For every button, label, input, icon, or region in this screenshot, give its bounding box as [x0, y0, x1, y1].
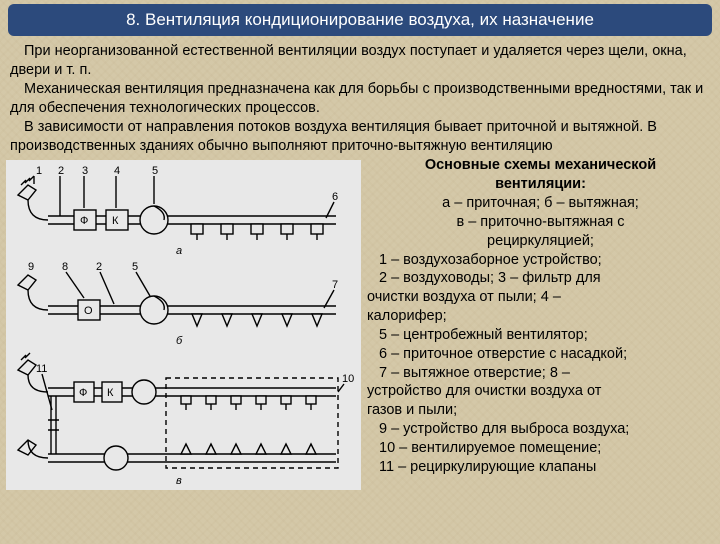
paragraph-2: Механическая вентиляция предназначена ка… — [10, 80, 710, 117]
svg-text:9: 9 — [28, 261, 34, 273]
svg-text:Ф: Ф — [80, 215, 88, 227]
svg-text:10: 10 — [342, 373, 354, 385]
legend-title-1: Основные схемы механической — [367, 156, 714, 175]
diagram-column: 1 2 Ф 3 К 4 — [6, 156, 361, 490]
svg-text:2: 2 — [58, 165, 64, 177]
legend-item-2: 2 – воздуховоды; 3 – фильтр для — [367, 269, 714, 288]
lower-section: 1 2 Ф 3 К 4 — [0, 156, 720, 490]
legend-item-11: 10 – вентилируемое помещение; — [367, 439, 714, 458]
legend-item-4: калорифер; — [367, 307, 714, 326]
legend-item-7: 7 – вытяжное отверстие; 8 – — [367, 364, 714, 383]
svg-text:Ф: Ф — [79, 387, 87, 399]
legend-title-2: вентиляции: — [367, 175, 714, 194]
legend-line-1: а – приточная; б – вытяжная; — [367, 194, 714, 213]
svg-text:11: 11 — [36, 363, 47, 375]
svg-text:а: а — [176, 245, 182, 257]
legend-item-5: 5 – центробежный вентилятор; — [367, 326, 714, 345]
paragraph-3: В зависимости от направления потоков воз… — [10, 118, 710, 155]
svg-text:2: 2 — [96, 261, 102, 273]
body-text: При неорганизованной естественной вентил… — [0, 36, 720, 155]
legend-item-3: очистки воздуха от пыли; 4 – — [367, 288, 714, 307]
legend-item-1: 1 – воздухозаборное устройство; — [367, 251, 714, 270]
legend-item-8: устройство для очистки воздуха от — [367, 382, 714, 401]
svg-text:6: 6 — [332, 191, 338, 203]
svg-text:в: в — [176, 475, 182, 487]
legend-item-10: 9 – устройство для выброса воздуха; — [367, 420, 714, 439]
svg-text:К: К — [107, 387, 114, 399]
legend-item-12: 11 – рециркулирующие клапаны — [367, 458, 714, 477]
legend-item-9: газов и пыли; — [367, 401, 714, 420]
svg-text:О: О — [84, 305, 93, 317]
svg-text:4: 4 — [114, 165, 120, 177]
paragraph-1: При неорганизованной естественной вентил… — [10, 42, 710, 79]
svg-text:1: 1 — [36, 165, 42, 177]
legend-line-3: рециркуляцией; — [367, 232, 714, 251]
svg-text:5: 5 — [152, 165, 158, 177]
ventilation-diagram: 1 2 Ф 3 К 4 — [6, 160, 361, 490]
svg-text:8: 8 — [62, 261, 68, 273]
legend-item-6: 6 – приточное отверстие с насадкой; — [367, 345, 714, 364]
slide-header: 8. Вентиляция кондиционирование воздуха,… — [8, 4, 712, 36]
header-title: 8. Вентиляция кондиционирование воздуха,… — [126, 10, 594, 29]
svg-text:б: б — [176, 335, 183, 347]
svg-text:7: 7 — [332, 279, 338, 291]
legend-line-2: в – приточно-вытяжная с — [367, 213, 714, 232]
svg-text:5: 5 — [132, 261, 138, 273]
svg-text:3: 3 — [82, 165, 88, 177]
legend-column: Основные схемы механической вентиляции: … — [361, 156, 714, 490]
svg-text:К: К — [112, 215, 119, 227]
